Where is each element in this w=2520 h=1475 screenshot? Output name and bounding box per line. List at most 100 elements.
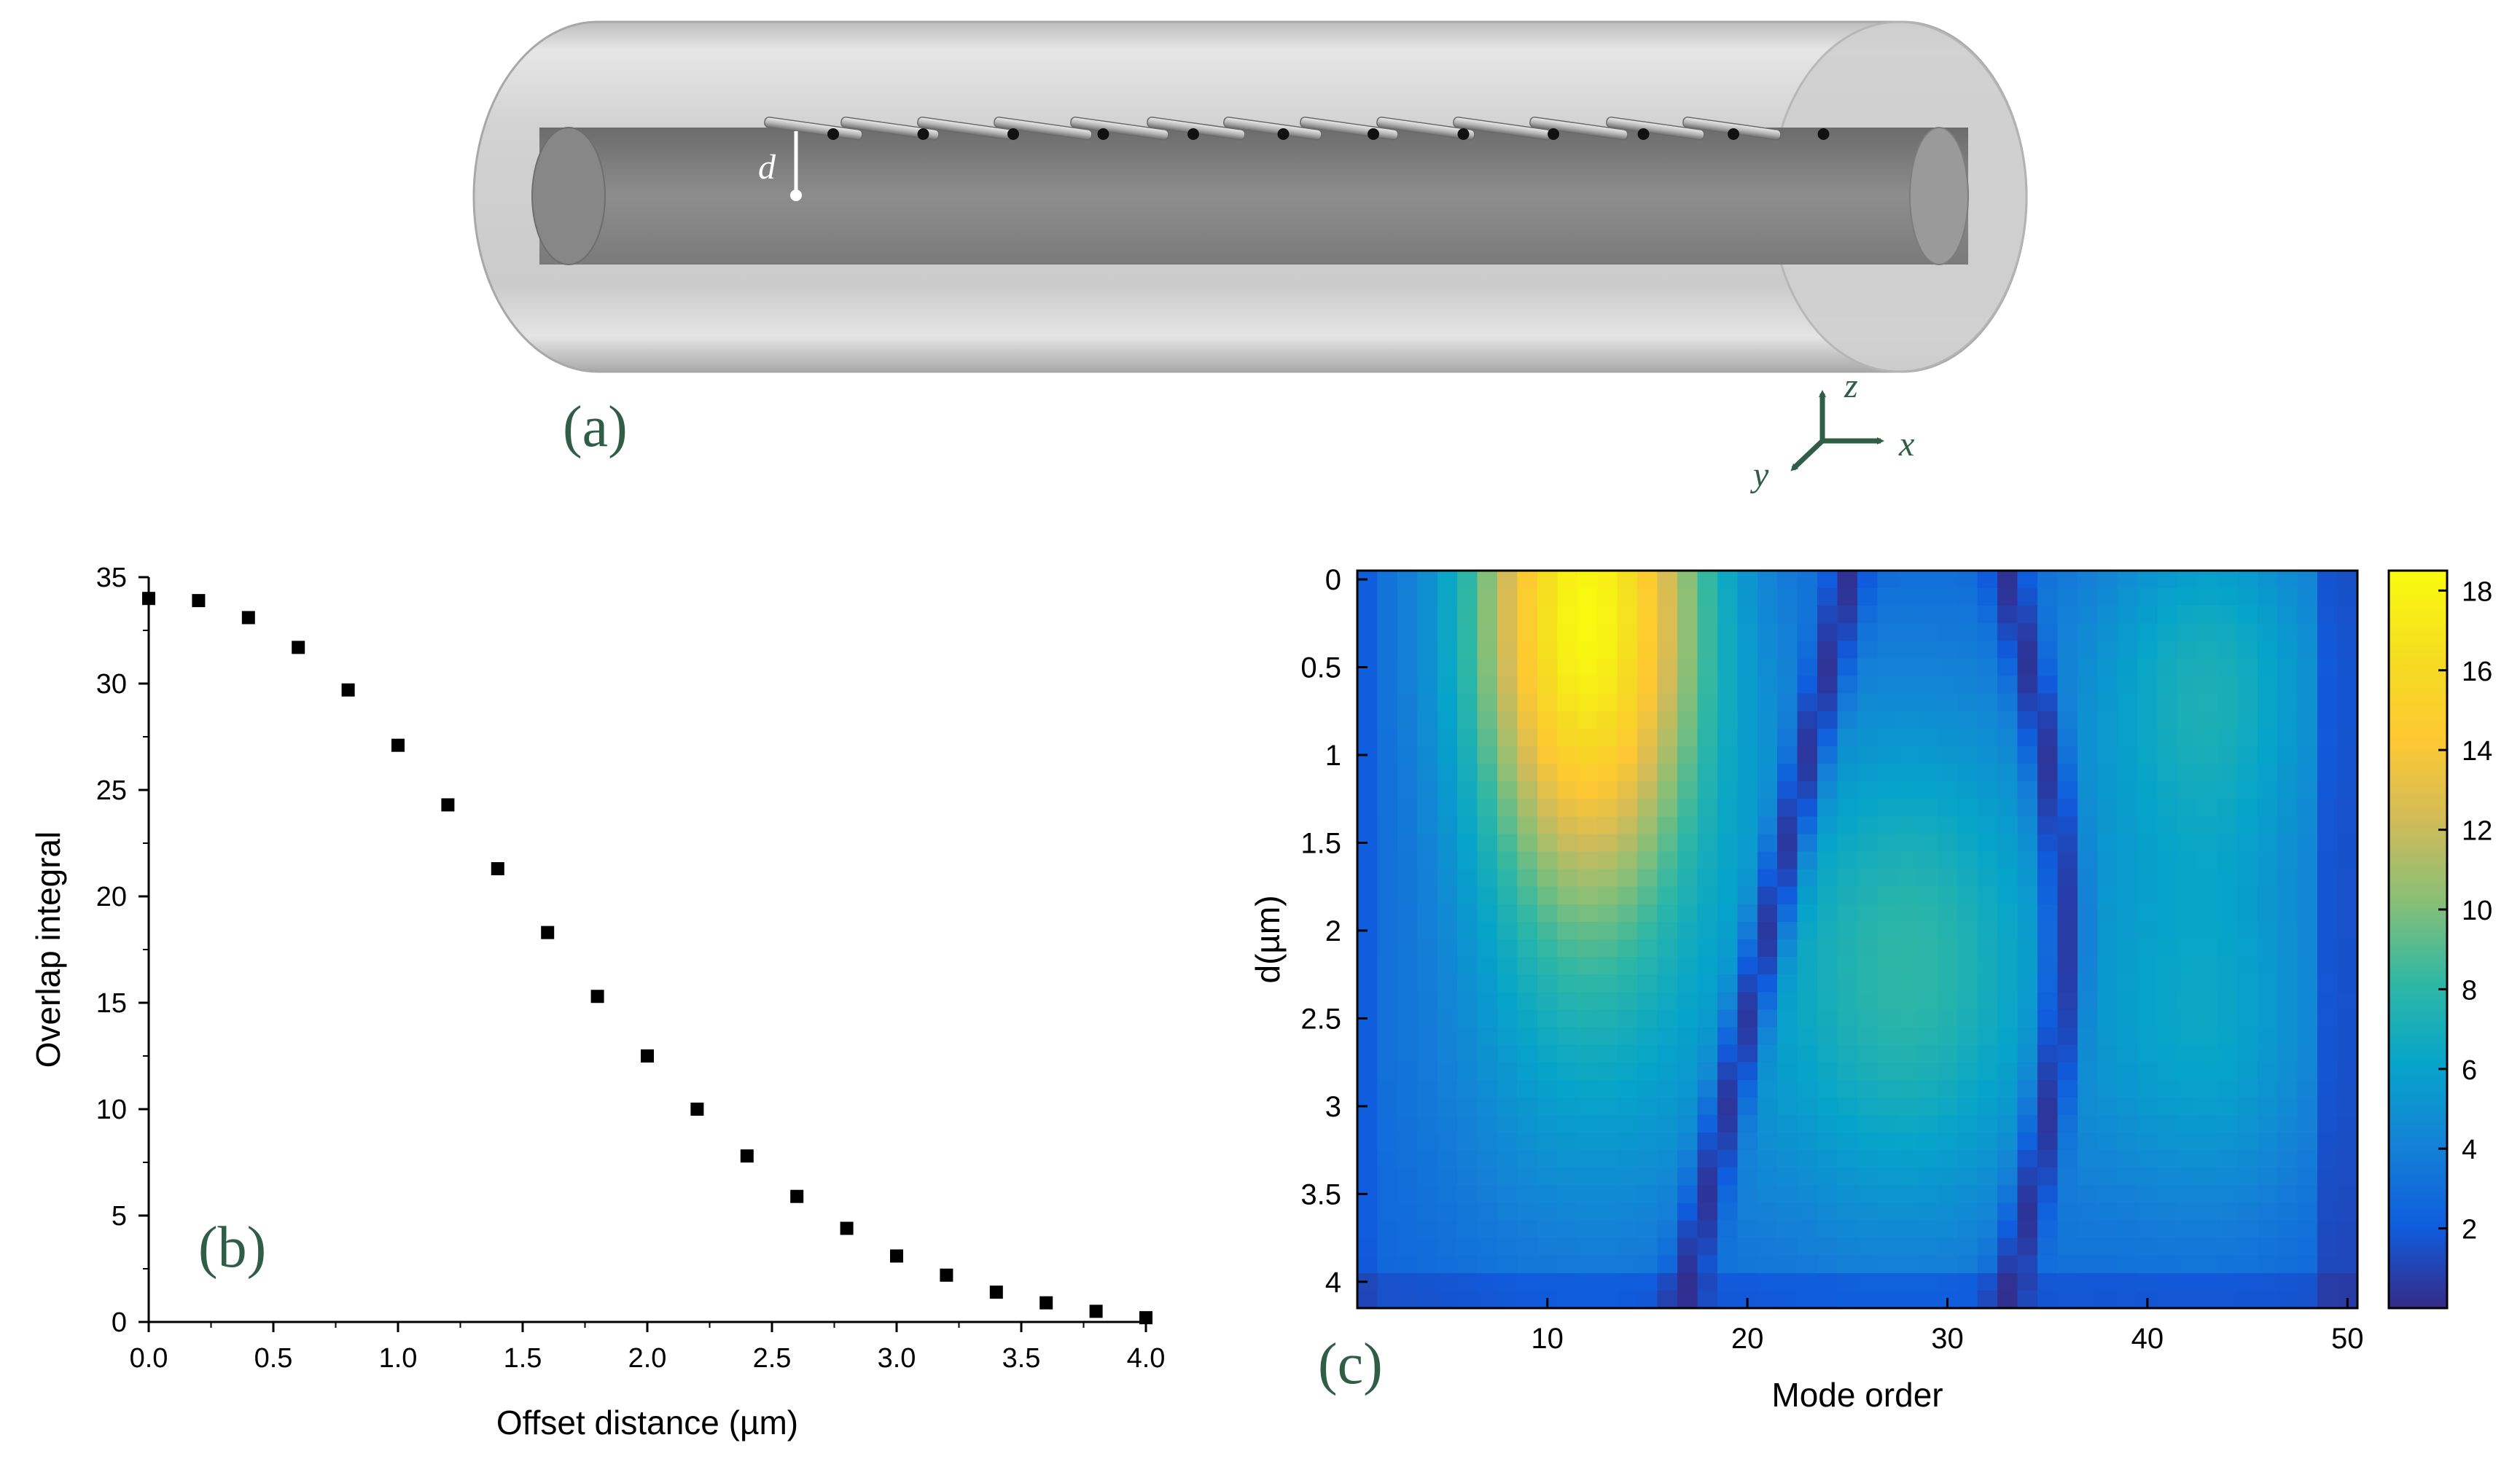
data-point <box>890 1249 903 1263</box>
heatmap-cell <box>2317 957 2338 975</box>
heatmap-cell <box>1657 921 1678 940</box>
heatmap-cell <box>2097 1079 2118 1098</box>
heatmap-cell <box>1417 1079 1438 1098</box>
heatmap-cell <box>2177 1272 2199 1291</box>
heatmap-cell <box>1817 781 1838 799</box>
heatmap-cell <box>1717 939 1738 958</box>
heatmap-cell <box>1897 1044 1918 1063</box>
nanorod-center <box>1637 128 1650 140</box>
heatmap-cell <box>2197 939 2218 958</box>
heatmap-cell <box>2277 1009 2298 1028</box>
heatmap-cell <box>1477 658 1498 677</box>
heatmap-cell <box>1397 992 1418 1010</box>
heatmap-cell <box>2057 588 2078 606</box>
heatmap-cell <box>2257 641 2278 660</box>
heatmap-cell <box>2137 641 2158 660</box>
colorbar <box>2387 569 2449 1310</box>
heatmap-cell <box>2037 834 2058 853</box>
heatmap-cell <box>1557 711 1578 729</box>
heatmap-cell <box>2277 693 2298 712</box>
heatmap-cell <box>1757 641 1778 660</box>
heatmap-cell <box>1657 1255 1678 1274</box>
heatmap-cell <box>2037 588 2058 606</box>
heatmap-cell <box>1417 1114 1438 1133</box>
heatmap-cell <box>1737 1114 1758 1133</box>
heatmap-cell <box>1357 1044 1378 1063</box>
heatmap-cell <box>1577 869 1598 888</box>
heatmap-cell <box>1877 939 1898 958</box>
heatmap-cell <box>1397 816 1418 835</box>
heatmap-cell <box>2057 658 2078 677</box>
heatmap-cell <box>2177 641 2199 660</box>
heatmap-cell <box>2237 571 2258 589</box>
heatmap-cell <box>1937 693 1958 712</box>
heatmap-cell <box>1657 641 1678 660</box>
heatmap-cell <box>1557 1062 1578 1081</box>
heatmap-cell <box>1897 1167 1918 1186</box>
data-point <box>690 1103 704 1116</box>
heatmap-cell <box>1817 676 1838 695</box>
heatmap-cell <box>1917 1079 1938 1098</box>
heatmap-cell <box>1557 974 1578 993</box>
colorbar-tick-label: 4 <box>2462 1135 2477 1165</box>
heatmap-cell <box>2317 1097 2338 1116</box>
heatmap-cell <box>2257 816 2278 835</box>
heatmap-cell <box>1357 939 1378 958</box>
heatmap-cell <box>1757 1062 1778 1081</box>
heatmap-cell <box>1597 711 1618 729</box>
heatmap-cell <box>1777 1097 1798 1116</box>
heatmap-cell <box>1737 816 1758 835</box>
heatmap-cell <box>1897 641 1918 660</box>
heatmap-cell <box>1517 623 1538 641</box>
heatmap-cell <box>2137 588 2158 606</box>
heatmap-cell <box>2017 904 2038 923</box>
heatmap-cell <box>1657 676 1678 695</box>
heatmap-cell <box>1697 974 1718 993</box>
b-y-tick-label: 10 <box>96 1095 127 1125</box>
heatmap-cell <box>2137 781 2158 799</box>
heatmap-cell <box>2017 1237 2038 1256</box>
heatmap-cell <box>1597 623 1618 641</box>
heatmap-cell <box>1617 974 1638 993</box>
heatmap-cell <box>1557 1132 1578 1151</box>
b-x-tick-label: 1.0 <box>379 1343 418 1374</box>
heatmap-cell <box>1417 1132 1438 1151</box>
heatmap-cell <box>1537 957 1558 975</box>
heatmap-cell <box>2337 851 2358 870</box>
heatmap-cell <box>1357 588 1378 606</box>
heatmap-cell <box>1877 711 1898 729</box>
heatmap-cell <box>2097 728 2118 747</box>
heatmap-cell <box>2217 869 2238 888</box>
heatmap-cell <box>2317 1185 2338 1204</box>
c-x-tick-label: 30 <box>1931 1323 1964 1355</box>
heatmap-cell <box>1677 1044 1698 1063</box>
heatmap-cell <box>1917 1132 1938 1151</box>
data-point <box>840 1221 854 1235</box>
heatmap-cell <box>2217 886 2238 905</box>
heatmap-cell <box>1757 711 1778 729</box>
heatmap-cell <box>1877 676 1898 695</box>
heatmap-cell <box>2277 711 2298 729</box>
heatmap-cell <box>2217 728 2238 747</box>
heatmap-cell <box>2337 921 2358 940</box>
heatmap-cell <box>1437 1079 1458 1098</box>
heatmap-cell <box>2117 992 2138 1010</box>
heatmap-cell <box>2117 764 2138 782</box>
heatmap-cell <box>2117 1255 2138 1274</box>
heatmap-cell <box>2017 1167 2038 1186</box>
heatmap-cell <box>2137 1220 2158 1239</box>
heatmap-cell <box>2017 1062 2038 1081</box>
heatmap-cell <box>1817 1220 1838 1239</box>
heatmap-cell <box>1397 1185 1418 1204</box>
heatmap-cell <box>2337 1027 2358 1046</box>
heatmap-cell <box>1477 1167 1498 1186</box>
heatmap-cell <box>1877 904 1898 923</box>
heatmap-cell <box>1457 1202 1478 1221</box>
heatmap-cell <box>2137 728 2158 747</box>
heatmap-cell <box>1997 1132 2018 1151</box>
heatmap-cell <box>1837 921 1858 940</box>
heatmap-cell <box>1757 1132 1778 1151</box>
heatmap-cell <box>2257 1255 2278 1274</box>
heatmap-cell <box>2097 571 2118 589</box>
heatmap-cell <box>1377 974 1398 993</box>
